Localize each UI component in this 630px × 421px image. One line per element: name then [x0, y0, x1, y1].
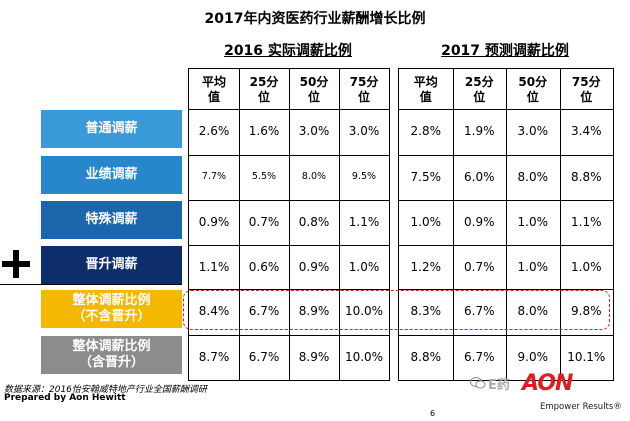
- table-cell: 0.6%: [248, 260, 280, 274]
- table-cell: 0.9%: [198, 215, 230, 229]
- row-label: 特殊调薪: [41, 201, 182, 239]
- data-source: 数据来源：2016怡安翰威特地产行业全国薪酬调研: [4, 385, 207, 395]
- table-cell: 1.0%: [348, 260, 380, 274]
- table-cell: 3.4%: [571, 124, 602, 138]
- table-cell: 6.7%: [464, 304, 495, 318]
- page-title: 2017年内资医药行业薪酬增长比例: [204, 11, 426, 27]
- table-cell: 3.0%: [348, 124, 380, 138]
- table-cell: 10.0%: [344, 304, 384, 318]
- row-label: 普通调薪: [41, 110, 182, 148]
- column-header: 75分 位: [571, 75, 601, 104]
- table-cell: 3.0%: [298, 124, 330, 138]
- row-divider: [399, 155, 613, 156]
- table-cell: 8.0%: [517, 304, 549, 318]
- table-cell: 1.0%: [410, 215, 442, 229]
- table-cell: 1.1%: [571, 215, 602, 229]
- separator-line: [0, 284, 182, 285]
- aon-logo: AON: [522, 371, 573, 396]
- table-cell: 8.7%: [198, 350, 230, 364]
- table-cell: 10.1%: [567, 350, 606, 364]
- row-divider: [399, 109, 613, 110]
- table-cell: 6.7%: [248, 304, 280, 318]
- table-cell: 9.8%: [571, 304, 602, 318]
- column-divider: [339, 69, 340, 380]
- column-divider: [452, 69, 454, 380]
- row-label: 晋升调薪: [41, 246, 182, 284]
- table-cell: 8.9%: [298, 350, 330, 364]
- watermark-text: E药: [488, 378, 510, 393]
- table-2017: 平均 值 25分 位 50分 位 75分 位 2.8% 1.9% 3.0% 3.4% 7.5% 6…: [398, 68, 614, 381]
- table-cell: 1.0%: [571, 260, 602, 274]
- table-cell: 8.4%: [198, 304, 230, 318]
- column-header: 50分 位: [299, 75, 329, 104]
- table-cell: 8.8%: [410, 350, 442, 364]
- table-cell: 7.7%: [201, 171, 227, 182]
- row-divider: [399, 200, 613, 201]
- table-cell: 1.0%: [517, 260, 549, 274]
- table-cell: 8.3%: [410, 304, 442, 318]
- table-cell: 1.0%: [517, 215, 549, 229]
- table-cell: 8.0%: [517, 170, 549, 184]
- prepared-by: Prepared by Aon Hewitt: [4, 393, 126, 403]
- row-divider: [399, 335, 613, 336]
- column-divider: [506, 69, 507, 380]
- table-cell: 2.6%: [198, 124, 230, 138]
- column-divider: [239, 69, 240, 380]
- column-header: 平均 值: [413, 75, 438, 104]
- table-cell: 7.5%: [410, 170, 442, 184]
- table-cell: 5.5%: [251, 171, 277, 182]
- table-cell: 10.0%: [344, 350, 384, 364]
- tagline: Empower Results®: [540, 402, 622, 412]
- table-cell: 0.7%: [248, 215, 280, 229]
- row-label: 业绩调薪: [41, 156, 182, 194]
- table-cell: 9.0%: [517, 350, 549, 364]
- column-header: 50分 位: [518, 75, 548, 104]
- table-cell: 1.2%: [410, 260, 442, 274]
- table-cell: 9.5%: [351, 171, 377, 182]
- table-cell: 1.6%: [248, 124, 280, 138]
- column-header: 75分 位: [349, 75, 379, 104]
- row-divider: [399, 289, 613, 290]
- table-cell: 1.1%: [198, 260, 230, 274]
- table-2017-heading: 2017 预测调薪比例: [441, 43, 569, 59]
- table-cell: 8.0%: [301, 171, 327, 182]
- row-divider: [189, 335, 389, 336]
- highlight-frame: [183, 290, 610, 330]
- row-divider: [189, 200, 389, 201]
- row-divider: [189, 289, 389, 290]
- table-cell: 1.1%: [348, 215, 380, 229]
- row-divider: [189, 155, 389, 156]
- column-divider: [559, 69, 561, 380]
- table-cell: 0.9%: [298, 260, 330, 274]
- table-cell: 0.9%: [464, 215, 495, 229]
- table-cell: 6.7%: [464, 350, 495, 364]
- table-2016-heading: 2016 实际调薪比例: [224, 43, 352, 59]
- row-divider: [399, 245, 613, 246]
- table-cell: 2.8%: [410, 124, 442, 138]
- table-cell: 1.9%: [464, 124, 495, 138]
- plus-icon: [2, 250, 30, 278]
- column-header: 平均 值: [201, 75, 226, 104]
- row-divider: [189, 245, 389, 246]
- table-cell: 0.7%: [464, 260, 495, 274]
- table-cell: 8.9%: [298, 304, 330, 318]
- column-header: 25分 位: [464, 75, 494, 104]
- row-divider: [189, 109, 389, 110]
- row-label: 整体调薪比例 （含晋升）: [41, 336, 182, 374]
- column-header: 25分 位: [249, 75, 279, 104]
- table-cell: 0.8%: [298, 215, 330, 229]
- table-cell: 6.7%: [248, 350, 280, 364]
- column-divider: [289, 69, 290, 380]
- table-cell: 8.8%: [571, 170, 602, 184]
- row-label: 整体调薪比例 （不含晋升）: [41, 290, 182, 328]
- wechat-icon: [470, 377, 486, 389]
- table-cell: 6.0%: [464, 170, 495, 184]
- table-2016: 平均 值 25分 位 50分 位 75分 位 2.6% 1.6% 3.0% 3.0% 7.7% 5…: [188, 68, 390, 381]
- table-cell: 3.0%: [517, 124, 549, 138]
- page-number: 6: [430, 409, 436, 418]
